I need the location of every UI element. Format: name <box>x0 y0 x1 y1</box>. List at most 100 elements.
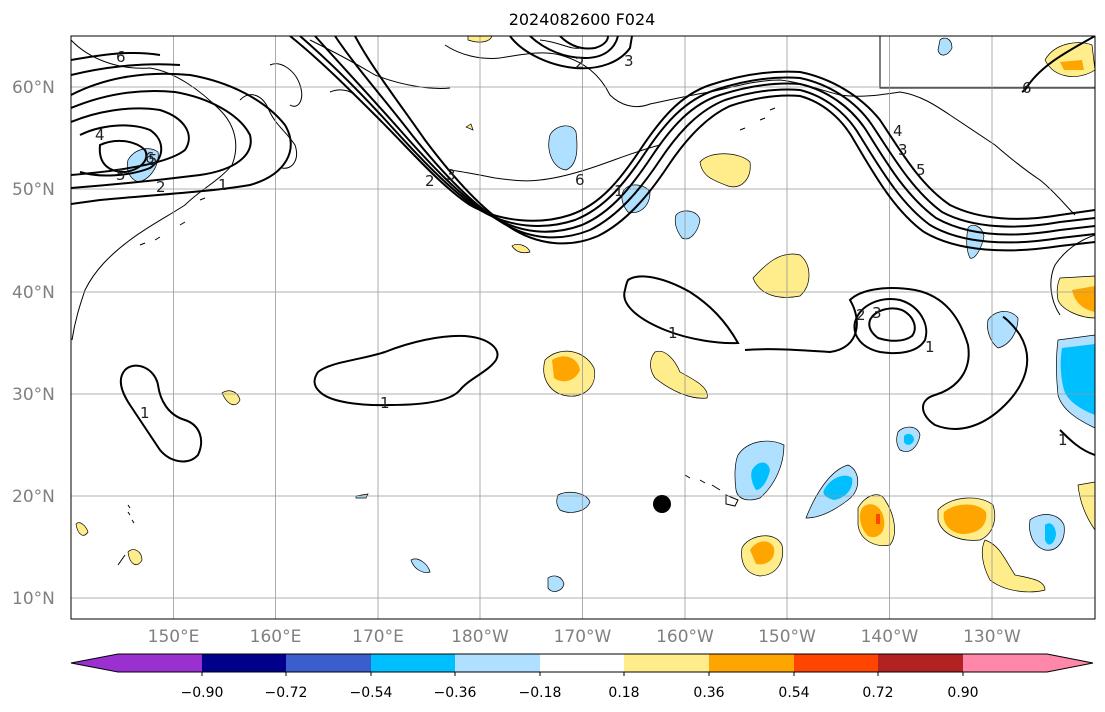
colorbar-swatch <box>118 654 202 672</box>
lat-label: 30°N <box>12 385 55 405</box>
strong-negative-anomaly <box>1045 523 1056 545</box>
lon-label: 170°W <box>554 627 612 647</box>
lat-label: 10°N <box>12 589 55 609</box>
negative-anomaly-area <box>556 492 591 513</box>
positive-anomaly-area <box>650 350 708 399</box>
positive-anomaly-area <box>1077 481 1095 531</box>
colorbar-swatch <box>286 654 371 672</box>
contour-label: 6 <box>116 48 126 66</box>
colorbar-swatch <box>794 654 878 672</box>
strong-positive-anomaly <box>1072 286 1095 312</box>
contour-label: 3 <box>872 304 882 322</box>
lon-label: 150°W <box>758 627 816 647</box>
positive-anomaly-area <box>981 539 1046 593</box>
colorbar-tick-label: 0.18 <box>608 685 639 701</box>
contour-label: 1 <box>925 338 935 356</box>
contour-lines <box>71 36 1095 463</box>
colorbar-swatch <box>540 654 624 672</box>
contour-label: 1 <box>614 182 624 200</box>
positive-anomaly-area <box>1044 42 1095 77</box>
negative-anomaly-area <box>937 37 953 56</box>
map-title: 2024082600 F024 <box>508 10 656 29</box>
contour-label: 1 <box>218 176 228 194</box>
strong-negative-anomaly <box>751 462 770 490</box>
colorbar-tick-label: −0.36 <box>434 685 477 701</box>
contour-label: 2 <box>425 172 435 190</box>
lon-label: 160°E <box>250 627 302 647</box>
negative-anomaly-area <box>621 184 651 213</box>
contour-label: 6 <box>1022 79 1032 97</box>
lon-label: 130°W <box>963 627 1021 647</box>
negative-anomaly-area <box>548 125 578 171</box>
colorbar-tick-label: −0.72 <box>265 685 308 701</box>
colorbar-swatch <box>963 654 1047 672</box>
latitude-labels: 60°N 50°N 40°N 30°N 20°N 10°N <box>12 78 55 609</box>
positive-anomaly-area <box>699 153 751 188</box>
negative-anomaly-area <box>674 210 701 240</box>
lon-label: 150°E <box>148 627 200 647</box>
lon-label: 160°W <box>656 627 714 647</box>
colorbar-extend-max <box>1047 654 1093 672</box>
colorbar-swatch <box>202 654 286 672</box>
colorbar-swatch <box>878 654 963 672</box>
colorbar-swatch <box>371 654 455 672</box>
strong-positive-anomaly <box>860 504 885 538</box>
negative-anomaly-area <box>410 558 431 573</box>
colorbar <box>70 653 1094 676</box>
contour-label: 6 <box>145 149 155 167</box>
contour-label: 3 <box>898 141 908 159</box>
lat-label: 60°N <box>12 78 55 98</box>
lon-label: 180°W <box>451 627 509 647</box>
contour-label-group: 6 5 4 6 5 2 1 2 3 6 1 2 3 1 1 1 1 1 4 3 … <box>95 48 1068 449</box>
contour-label: 5 <box>916 161 926 179</box>
strong-negative-anomaly <box>904 433 914 445</box>
contour-label: 5 <box>116 166 126 184</box>
colorbar-tick-label: −0.18 <box>519 685 562 701</box>
strong-negative-anomaly <box>823 475 853 500</box>
lat-label: 20°N <box>12 487 55 507</box>
lat-label: 50°N <box>12 180 55 200</box>
strong-negative-anomaly <box>1060 344 1095 415</box>
contour-label: 3 <box>446 166 456 184</box>
contour-label: 1 <box>668 324 678 342</box>
contour-label: 3 <box>624 52 634 70</box>
colorbar-tick-label: 0.54 <box>778 685 809 701</box>
colorbar-tick-label: −0.54 <box>350 685 393 701</box>
positive-anomaly-area <box>511 244 531 254</box>
negative-anomaly-area <box>987 311 1019 349</box>
contour-label: 6 <box>575 171 585 189</box>
colorbar-extend-min <box>71 654 118 672</box>
lat-label: 40°N <box>12 283 55 303</box>
colorbar-tick-label: 0.90 <box>947 685 978 701</box>
contour-label: 2 <box>156 178 166 196</box>
positive-anomaly-area <box>127 549 143 566</box>
contour-label: 2 <box>575 54 585 72</box>
strong-positive-anomaly <box>552 356 580 382</box>
anomaly-shading <box>75 36 1095 593</box>
strong-positive-anomaly <box>943 504 987 534</box>
colorbar-tick-label: 0.72 <box>862 685 893 701</box>
colorbar-swatch <box>455 654 540 672</box>
colorbar-swatch <box>709 654 794 672</box>
location-marker <box>653 495 671 513</box>
colorbar-tick-label: 0.36 <box>693 685 724 701</box>
contour-label: 1 <box>140 404 150 422</box>
contour-label: 4 <box>893 122 903 140</box>
negative-anomaly-area <box>966 224 985 259</box>
colorbar-tick-label: −0.90 <box>181 685 224 701</box>
contour-label: 4 <box>95 126 105 144</box>
negative-anomaly-area <box>547 575 565 592</box>
strong-positive-anomaly <box>750 541 775 565</box>
colorbar-swatch <box>624 654 709 672</box>
lon-label: 140°W <box>861 627 919 647</box>
contour-label: 1 <box>380 394 390 412</box>
colorbar-outline <box>70 653 1094 673</box>
positive-anomaly-area <box>75 522 89 536</box>
lon-label: 170°E <box>352 627 404 647</box>
longitude-labels: 150°E 160°E 170°E 180°W 170°W 160°W 150°… <box>148 627 1021 647</box>
positive-anomaly-area <box>221 390 241 406</box>
contour-label: 2 <box>856 306 866 324</box>
very-strong-positive-anomaly <box>876 514 880 524</box>
map-frame <box>70 35 1096 620</box>
